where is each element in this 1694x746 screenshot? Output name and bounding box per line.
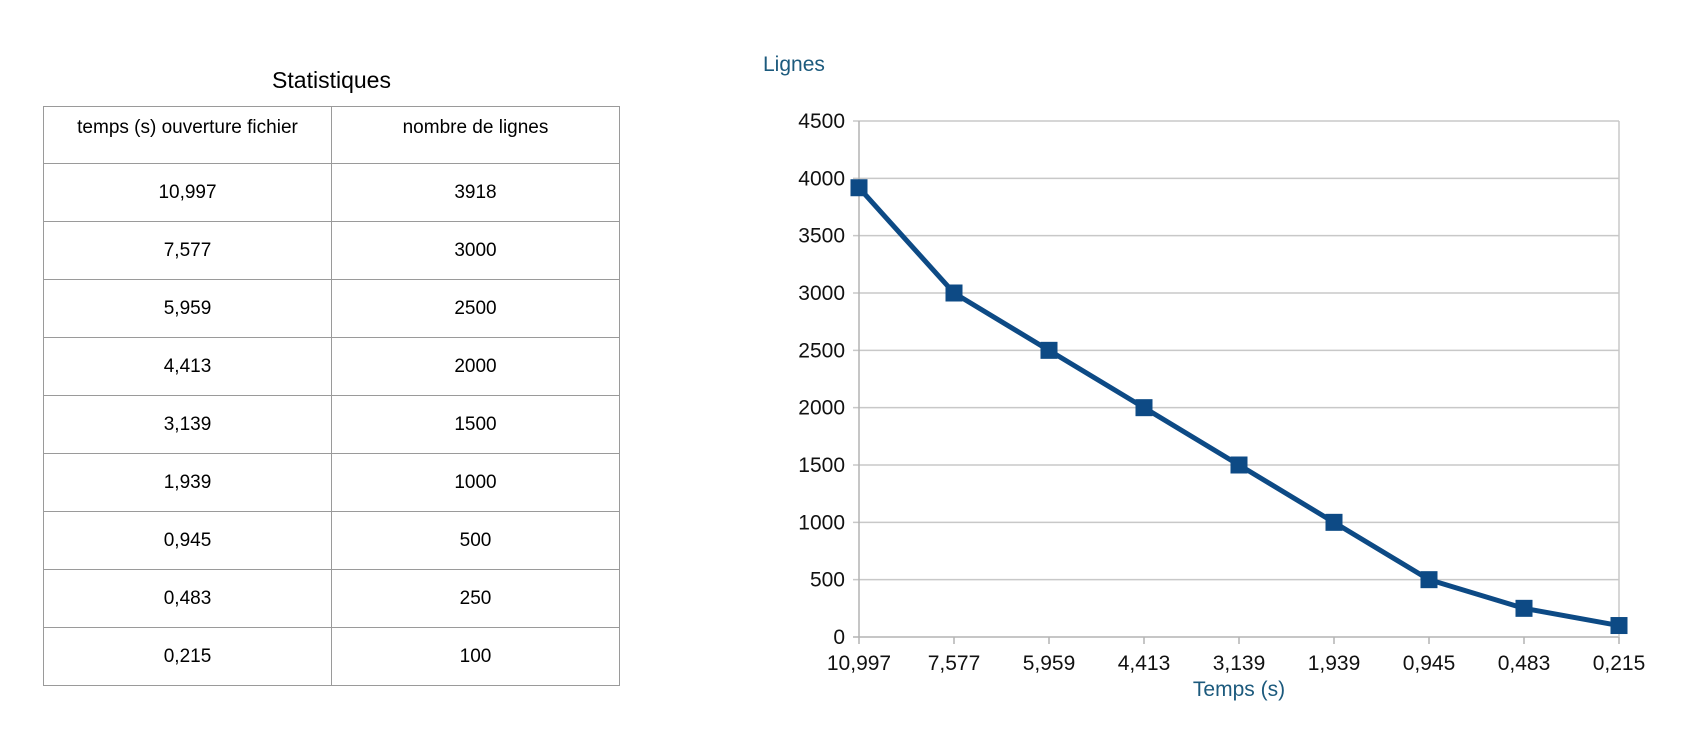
x-tick-label: 1,939 bbox=[1308, 652, 1361, 675]
cell-lines: 2000 bbox=[331, 337, 620, 396]
table-row: 5,959 2500 bbox=[43, 279, 620, 338]
data-point-marker bbox=[1230, 456, 1248, 474]
cell-time: 0,483 bbox=[43, 569, 332, 628]
column-header-time: temps (s) ouverture fichier bbox=[43, 106, 332, 164]
y-tick-label: 3500 bbox=[798, 225, 845, 248]
cell-time: 3,139 bbox=[43, 395, 332, 454]
data-point-marker bbox=[1610, 617, 1628, 635]
x-tick-label: 5,959 bbox=[1023, 652, 1076, 675]
x-tick-label: 4,413 bbox=[1118, 652, 1171, 675]
y-axis-title: Lignes bbox=[763, 53, 825, 76]
y-tick-label: 3000 bbox=[798, 282, 845, 305]
y-tick-label: 1500 bbox=[798, 454, 845, 477]
cell-time: 4,413 bbox=[43, 337, 332, 396]
line-chart-section: 0 500 1000 1500 2000 2500 3000 3500 4000 4500 10,9… bbox=[760, 40, 1680, 720]
table-header-row: temps (s) ouverture fichier nombre de li… bbox=[43, 106, 620, 164]
table-row: 10,997 3918 bbox=[43, 163, 620, 222]
table-row: 0,483 250 bbox=[43, 569, 620, 628]
x-axis-title: Temps (s) bbox=[1193, 678, 1285, 701]
table-title: Statistiques bbox=[272, 67, 391, 93]
y-tick-label: 4000 bbox=[798, 167, 845, 190]
grid-layer bbox=[853, 120, 1619, 638]
data-point-marker bbox=[1040, 341, 1058, 359]
table-row: 3,139 1500 bbox=[43, 395, 620, 454]
y-tick-label: 4500 bbox=[798, 110, 845, 133]
y-tick-label: 0 bbox=[833, 626, 845, 649]
y-tick-label: 2000 bbox=[798, 397, 845, 420]
x-tick-label: 0,945 bbox=[1403, 652, 1456, 675]
stats-table-section: Statistiques temps (s) ouverture fichier… bbox=[43, 60, 620, 686]
stats-table: temps (s) ouverture fichier nombre de li… bbox=[43, 106, 620, 686]
cell-lines: 250 bbox=[331, 569, 620, 628]
x-tick-label: 0,215 bbox=[1593, 652, 1646, 675]
y-tick-label: 2500 bbox=[798, 339, 845, 362]
cell-lines: 2500 bbox=[331, 279, 620, 338]
table-row: 1,939 1000 bbox=[43, 453, 620, 512]
data-point-marker bbox=[1135, 399, 1153, 417]
axis-layer bbox=[858, 121, 1620, 644]
data-point-marker bbox=[945, 284, 963, 302]
y-tick-label: 500 bbox=[810, 569, 845, 592]
cell-time: 5,959 bbox=[43, 279, 332, 338]
line-chart: 0 500 1000 1500 2000 2500 3000 3500 4000 4500 10,9… bbox=[763, 53, 1645, 701]
y-tick-label: 1000 bbox=[798, 511, 845, 534]
cell-time: 10,997 bbox=[43, 163, 332, 222]
table-row: 4,413 2000 bbox=[43, 337, 620, 396]
data-point-marker bbox=[1515, 599, 1533, 617]
cell-time: 0,945 bbox=[43, 511, 332, 570]
column-header-lines: nombre de lignes bbox=[331, 106, 620, 164]
table-row: 0,945 500 bbox=[43, 511, 620, 570]
x-tick-label: 0,483 bbox=[1498, 652, 1551, 675]
label-layer: 0 500 1000 1500 2000 2500 3000 3500 4000 4500 10,9… bbox=[763, 53, 1645, 701]
cell-lines: 1000 bbox=[331, 453, 620, 512]
data-point-marker bbox=[1420, 571, 1438, 589]
cell-lines: 1500 bbox=[331, 395, 620, 454]
cell-time: 7,577 bbox=[43, 221, 332, 280]
cell-lines: 500 bbox=[331, 511, 620, 570]
x-tick-label: 10,997 bbox=[827, 652, 891, 675]
cell-lines: 100 bbox=[331, 627, 620, 686]
data-point-marker bbox=[850, 179, 868, 197]
x-tick-label: 3,139 bbox=[1213, 652, 1266, 675]
cell-lines: 3000 bbox=[331, 221, 620, 280]
table-row: 0,215 100 bbox=[43, 627, 620, 686]
cell-time: 1,939 bbox=[43, 453, 332, 512]
table-row: 7,577 3000 bbox=[43, 221, 620, 280]
cell-lines: 3918 bbox=[331, 163, 620, 222]
series-line bbox=[857, 186, 1620, 628]
data-point-marker bbox=[1325, 513, 1343, 531]
x-tick-label: 7,577 bbox=[928, 652, 981, 675]
cell-time: 0,215 bbox=[43, 627, 332, 686]
series-layer bbox=[850, 179, 1628, 635]
